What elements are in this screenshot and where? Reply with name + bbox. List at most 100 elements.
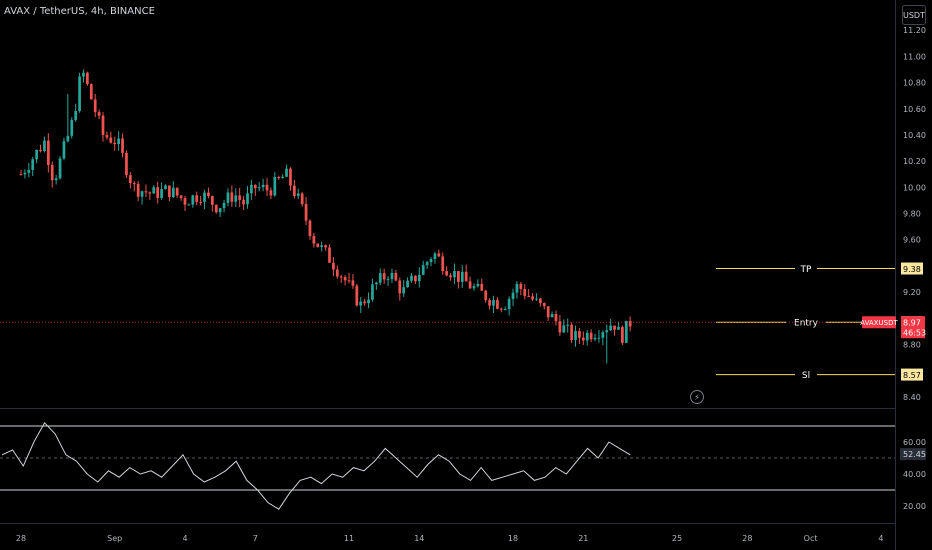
countdown-text: 46:53 xyxy=(903,329,926,338)
candle-body xyxy=(562,325,566,333)
price-tick-label: 11.20 xyxy=(903,26,926,35)
candle-body xyxy=(128,175,132,184)
time-tick-label: 28 xyxy=(742,534,752,543)
candle-body xyxy=(289,168,292,186)
candle-body xyxy=(351,280,355,286)
candle-body xyxy=(624,320,628,343)
candle-body xyxy=(109,137,113,143)
level-label-bg xyxy=(795,262,817,275)
flash-icon[interactable]: ⚡ xyxy=(690,390,704,404)
candle-body xyxy=(488,300,491,306)
currency-button[interactable]: USDT xyxy=(902,5,926,25)
candle-body xyxy=(164,185,167,190)
candle-body xyxy=(156,187,160,198)
level-label-bg xyxy=(795,368,817,381)
candle-body xyxy=(117,138,120,145)
price-tick-label: 9.60 xyxy=(903,236,921,245)
candle-body xyxy=(531,296,534,300)
candle-body xyxy=(402,287,406,294)
candle-body xyxy=(183,198,187,205)
candle-body xyxy=(535,298,538,300)
candle-body xyxy=(480,283,484,291)
candle-body xyxy=(70,120,74,136)
candle-body xyxy=(566,324,570,326)
candle-body xyxy=(519,283,523,289)
candle-body xyxy=(628,320,632,327)
candle-body xyxy=(19,174,23,176)
time-axis[interactable]: 28 Sep 4 7 11 14 18 21 25 28 Oct 4 xyxy=(16,534,884,543)
candle-body xyxy=(613,325,616,330)
candle-body xyxy=(538,298,542,304)
candle-body xyxy=(609,325,613,331)
candle-body xyxy=(175,187,179,196)
candle-body xyxy=(222,202,226,209)
candle-body xyxy=(121,138,124,153)
candle-body xyxy=(449,275,452,278)
candle-body xyxy=(136,183,140,197)
rsi-tick-label: 40.00 xyxy=(903,470,926,479)
candle-body xyxy=(441,256,445,272)
current-price-text: 8.97 xyxy=(903,319,921,328)
candle-body xyxy=(160,189,163,198)
candle-body xyxy=(191,195,195,205)
candle-body xyxy=(50,164,54,181)
candle-body xyxy=(601,332,605,338)
candle-body xyxy=(367,299,370,304)
candle-body xyxy=(203,192,206,202)
candle-body xyxy=(277,176,281,179)
candle-body xyxy=(246,193,249,205)
candle-body xyxy=(226,192,230,203)
price-tick-label: 10.80 xyxy=(903,79,926,88)
candle-body xyxy=(496,299,499,309)
time-tick-label: 4 xyxy=(878,534,883,543)
candle-body xyxy=(269,190,273,196)
candle-body xyxy=(597,337,601,339)
candle-body xyxy=(605,330,609,333)
candle-body xyxy=(339,276,343,278)
candle-body xyxy=(363,301,367,304)
candle-body xyxy=(371,284,374,300)
candle-body xyxy=(515,283,519,293)
candle-body xyxy=(527,295,531,297)
candle-body xyxy=(296,193,300,197)
candle-body xyxy=(97,112,101,116)
rsi-value-tag xyxy=(900,448,926,461)
candle-body xyxy=(378,273,382,283)
candle-body xyxy=(93,99,97,113)
time-tick-label: 4 xyxy=(182,534,187,543)
candle-body xyxy=(105,135,109,138)
candle-body xyxy=(445,271,449,276)
ticker-tag-text: AVAXUSDT xyxy=(860,319,898,327)
rsi-tick-label: 60.00 xyxy=(903,438,926,447)
level-price-tag xyxy=(901,262,923,275)
candle-body xyxy=(468,281,472,289)
candle-body xyxy=(312,236,316,244)
symbol-title[interactable]: AVAX / TetherUS, 4h, BINANCE xyxy=(4,6,155,17)
candle-body xyxy=(273,176,277,196)
candle-body xyxy=(43,140,46,152)
price-axis[interactable]: 11.20 11.00 10.80 10.60 10.40 10.20 10.00 9.80 9… xyxy=(903,26,926,402)
candle-body xyxy=(238,195,242,200)
candle-body xyxy=(574,331,577,340)
candle-body xyxy=(242,199,245,205)
level-label-bg xyxy=(786,316,826,329)
candle-body xyxy=(453,271,456,278)
candle-body xyxy=(171,187,175,198)
candle-body xyxy=(374,282,378,285)
candle-body xyxy=(406,280,409,288)
candle-body xyxy=(304,203,308,221)
price-tick-label: 9.20 xyxy=(903,288,921,297)
price-tick-label: 8.80 xyxy=(903,340,921,349)
rsi-line xyxy=(1,421,631,510)
price-tick-label: 11.00 xyxy=(903,52,926,61)
price-tick-label: 10.00 xyxy=(903,183,926,192)
candle-body xyxy=(328,247,331,263)
ticker-tag xyxy=(862,316,896,329)
rsi-value-text: 52.45 xyxy=(903,450,926,459)
candle-body xyxy=(113,142,117,145)
candle-body xyxy=(308,220,312,237)
candle-body xyxy=(460,271,464,282)
candle-body xyxy=(578,331,581,338)
candle-body xyxy=(355,285,359,306)
